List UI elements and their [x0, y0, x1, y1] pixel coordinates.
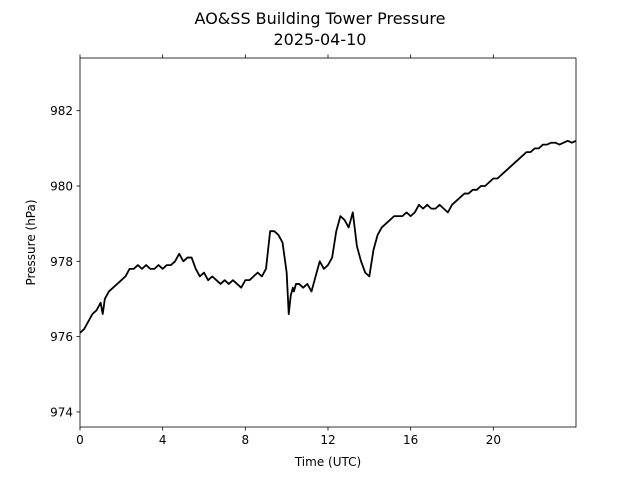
axis-ticks: 0 4 8 12 16 20 974 976 978 980 982 [50, 54, 501, 447]
chart-title: AO&SS Building Tower Pressure [195, 9, 446, 28]
data-layer [79, 139, 577, 334]
y-tick-label: 980 [50, 180, 73, 194]
x-tick-label: 8 [242, 433, 250, 447]
y-tick-label: 976 [50, 330, 73, 344]
x-tick-label: 16 [403, 433, 418, 447]
x-axis-label: Time (UTC) [294, 455, 361, 469]
pressure-series-line [79, 139, 577, 334]
x-tick-label: 20 [486, 433, 501, 447]
y-tick-label: 978 [50, 255, 73, 269]
y-axis-label: Pressure (hPa) [24, 199, 38, 285]
y-tick-label: 974 [50, 405, 73, 419]
x-tick-label: 4 [159, 433, 167, 447]
x-tick-label: 0 [76, 433, 84, 447]
chart-subtitle: 2025-04-10 [274, 30, 367, 49]
y-tick-label: 982 [50, 104, 73, 118]
plot-frame [79, 57, 577, 428]
x-tick-label: 12 [320, 433, 335, 447]
